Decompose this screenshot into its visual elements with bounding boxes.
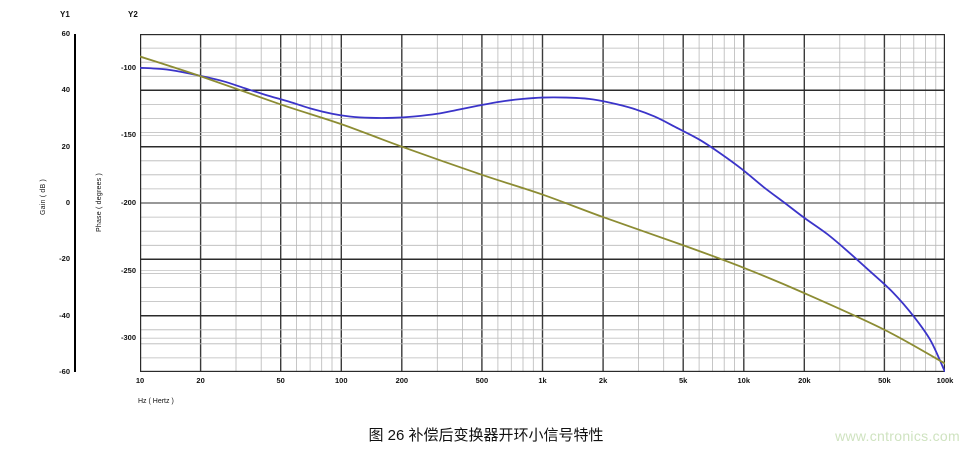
frequency-tick-label: 50k [878,376,891,385]
curves [140,55,945,372]
bode-plot-svg [140,34,945,372]
frequency-axis-title: Hz ( Hertz ) [138,398,174,405]
frequency-tick-label: 50 [276,376,285,385]
phase-axis-title: Phase ( degrees ) [96,172,103,232]
frequency-tick-label: 2k [598,376,608,385]
phase-tick-label: -250 [120,265,136,275]
frequency-tick-label: 20 [196,376,205,385]
y1-axis-tag: Y1 [60,10,70,19]
frequency-tick-label: 1k [538,376,547,385]
y2-axis-tag: Y2 [128,10,138,19]
frequency-tick-label: 5k [678,376,688,385]
grid-lines [140,34,945,372]
gain-axis-spine [74,34,76,372]
phase-tick-label: -300 [120,333,136,343]
frequency-tick-label: 200 [395,376,409,385]
phase-tick-label: -200 [120,198,136,207]
gain-tick-label: 0 [65,198,70,207]
gain-tick-label: 60 [61,29,70,38]
frequency-tick-label: 500 [475,376,489,385]
frequency-tick-label: 10k [737,376,750,385]
gain-tick-label: 40 [61,85,70,95]
gain-tick-label: 20 [61,141,70,151]
series-line-phase [140,66,945,372]
frequency-tick-label: 10 [135,376,145,385]
series-line-gain [140,55,945,365]
phase-tick-label: -150 [120,130,136,140]
bode-plot-canvas [140,34,945,372]
gain-tick-label: -20 [59,254,70,264]
phase-tick-label: -100 [120,62,136,72]
gain-axis-title: Gain ( dB ) [40,178,47,215]
figure-caption: 图 26 补偿后变换器开环小信号特性 [368,427,604,444]
gain-tick-label: -60 [59,367,70,376]
frequency-tick-label: 20k [798,376,811,385]
gain-tick-label: -40 [59,310,70,320]
site-watermark: www.cntronics.com [835,428,960,444]
frequency-tick-label: 100 [334,376,348,385]
plot-border [140,34,945,372]
frequency-tick-label: 100k [936,376,954,385]
